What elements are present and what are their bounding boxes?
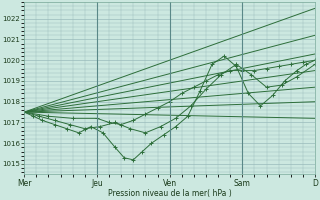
X-axis label: Pression niveau de la mer( hPa ): Pression niveau de la mer( hPa ) <box>108 189 231 198</box>
